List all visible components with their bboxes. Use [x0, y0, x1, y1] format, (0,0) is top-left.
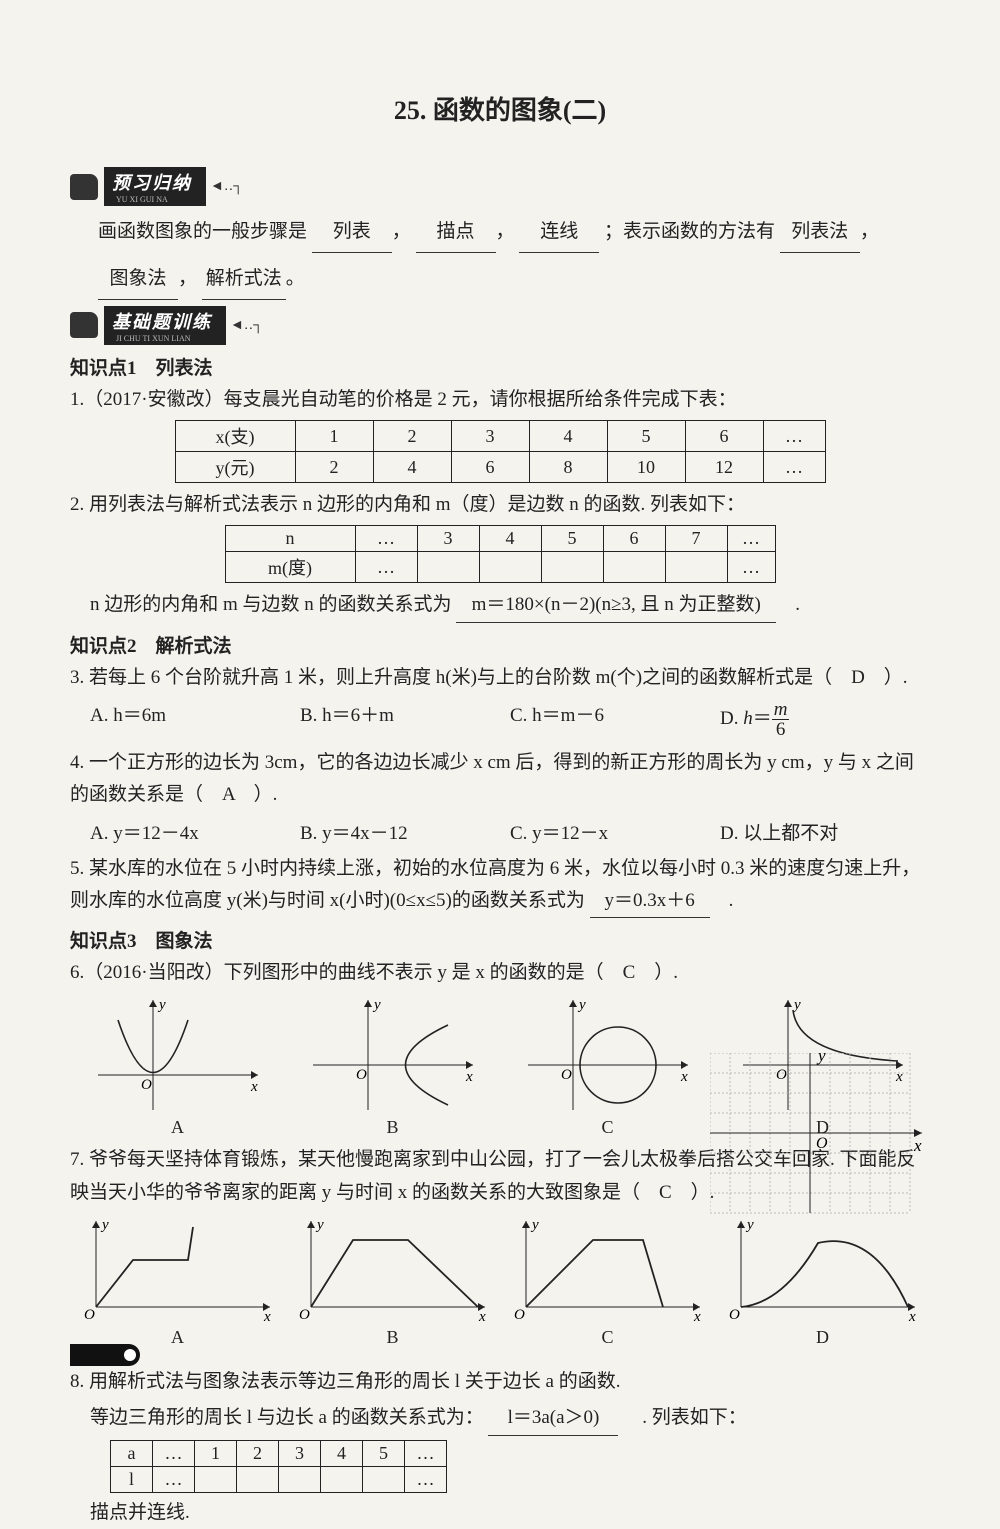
graph-labels-q7: AB CD [70, 1327, 930, 1348]
question-2-tail: n 边形的内角和 m 与边数 n 的函数关系式为 m＝180×(n－2)(n≥3… [90, 589, 930, 622]
svg-text:x: x [680, 1069, 688, 1085]
question-4: 4. 一个正方形的边长为 3cm，它的各边边长减少 x cm 后，得到的新正方形… [70, 747, 930, 812]
q4-opt-a: A. y＝12－4x [90, 818, 300, 845]
coordinate-grid: O x y [710, 1053, 930, 1238]
question-8-line2: 等边三角形的周长 l 与边长 a 的函数关系式为： l＝3a(a＞0) . 列表… [90, 1402, 930, 1435]
svg-text:O: O [514, 1307, 525, 1323]
page-title: 25. 函数的图象(二) [70, 90, 930, 127]
svg-text:x: x [250, 1079, 258, 1095]
svg-text:y: y [315, 1217, 324, 1233]
q4-opt-b: B. y＝4x－12 [300, 818, 510, 845]
intro-line: 画函数图象的一般步骤是 列表， 描点， 连线 ；表示函数的方法有 列表法， [98, 212, 930, 253]
page-footer-tab [70, 1344, 140, 1366]
options-q4: A. y＝12－4x B. y＝4x－12 C. y＝12－x D. 以上都不对 [90, 818, 930, 845]
svg-text:x: x [263, 1309, 271, 1325]
svg-text:y: y [530, 1217, 539, 1233]
blank-q2: m＝180×(n－2)(n≥3, 且 n 为正整数) [456, 589, 776, 622]
banner-preview: 预习归纳 YU XI GUI NA ◄‥┐ [70, 167, 930, 206]
svg-text:y: y [372, 997, 381, 1013]
svg-text:O: O [561, 1067, 572, 1083]
question-1: 1.（2017·安徽改）每支晨光自动笔的价格是 2 元，请你根据所给条件完成下表… [70, 384, 930, 416]
svg-text:x: x [465, 1069, 473, 1085]
table-q2: n…34567…m(度)…… [225, 525, 776, 583]
knowledge-point-3: 知识点3 图象法 [70, 926, 930, 953]
q3-opt-c: C. h＝m－6 [510, 700, 720, 739]
svg-text:x: x [913, 1136, 922, 1155]
svg-text:O: O [299, 1307, 310, 1323]
banner-icon [70, 174, 98, 200]
blank-1: 列表 [312, 212, 392, 253]
question-6: 6.（2016·当阳改）下列图形中的曲线不表示 y 是 x 的函数的是（ C ）… [70, 957, 930, 989]
svg-text:O: O [729, 1307, 740, 1323]
knowledge-point-1: 知识点1 列表法 [70, 353, 930, 380]
svg-text:y: y [577, 997, 586, 1013]
intro-line-2: 图象法， 解析式法。 [98, 259, 930, 300]
knowledge-point-2: 知识点2 解析式法 [70, 631, 930, 658]
blank-3: 连线 [519, 212, 599, 253]
svg-text:y: y [816, 1053, 826, 1065]
question-8: 8. 用解析式法与图象法表示等边三角形的周长 l 关于边长 a 的函数. [70, 1366, 930, 1398]
table-q1: x(支)123456…y(元)24681012… [175, 420, 826, 483]
blank-4: 列表法 [780, 212, 860, 253]
blank-q8: l＝3a(a＞0) [488, 1402, 618, 1435]
blank-q5: y＝0.3x＋6 [590, 885, 710, 918]
q3-opt-a: A. h＝6m [90, 700, 300, 739]
options-q3: A. h＝6m B. h＝6＋m C. h＝m－6 D. h＝m6 [90, 700, 930, 739]
blank-5: 图象法 [98, 259, 178, 300]
q4-opt-d: D. 以上都不对 [720, 818, 930, 845]
question-5: 5. 某水库的水位在 5 小时内持续上涨，初始的水位高度为 6 米，水位以每小时… [70, 853, 930, 919]
svg-text:y: y [100, 1217, 109, 1233]
banner-text-2: 基础题训练 JI CHU TI XUN LIAN [104, 306, 226, 345]
question-2: 2. 用列表法与解析式法表示 n 边形的内角和 m（度）是边数 n 的函数. 列… [70, 489, 930, 521]
question-3: 3. 若每上 6 个台阶就升高 1 米，则上升高度 h(米)与上的台阶数 m(个… [70, 662, 930, 694]
banner-arrow-1: ◄‥┐ [210, 178, 243, 195]
banner-icon-2 [70, 312, 98, 338]
banner-basic: 基础题训练 JI CHU TI XUN LIAN ◄‥┐ [70, 306, 930, 345]
svg-text:x: x [693, 1309, 701, 1325]
q4-opt-c: C. y＝12－x [510, 818, 720, 845]
svg-text:x: x [478, 1309, 486, 1325]
q3-opt-b: B. h＝6＋m [300, 700, 510, 739]
banner-text-1: 预习归纳 YU XI GUI NA [104, 167, 206, 206]
table-q8: a…12345…l…… [110, 1440, 447, 1493]
banner-arrow-2: ◄‥┐ [230, 317, 263, 334]
svg-text:O: O [84, 1307, 95, 1323]
svg-text:O: O [356, 1067, 367, 1083]
q3-opt-d: D. h＝m6 [720, 700, 930, 739]
svg-text:x: x [908, 1309, 916, 1325]
svg-text:y: y [157, 997, 166, 1013]
svg-text:O: O [816, 1135, 828, 1152]
svg-text:O: O [141, 1077, 152, 1093]
question-8-tail: 描点并连线. [90, 1497, 930, 1529]
blank-6: 解析式法 [202, 259, 286, 300]
blank-2: 描点 [416, 212, 496, 253]
